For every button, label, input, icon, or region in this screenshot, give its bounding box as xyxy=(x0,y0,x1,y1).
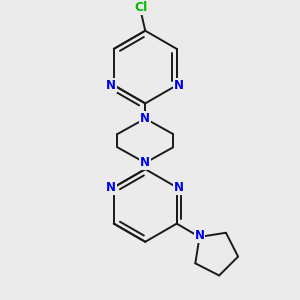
Text: N: N xyxy=(174,181,184,194)
Text: N: N xyxy=(140,156,150,169)
Text: Cl: Cl xyxy=(134,1,147,14)
Text: N: N xyxy=(194,229,205,242)
Text: N: N xyxy=(106,79,116,92)
Text: N: N xyxy=(174,79,184,92)
Text: N: N xyxy=(140,112,150,125)
Text: N: N xyxy=(106,181,116,194)
